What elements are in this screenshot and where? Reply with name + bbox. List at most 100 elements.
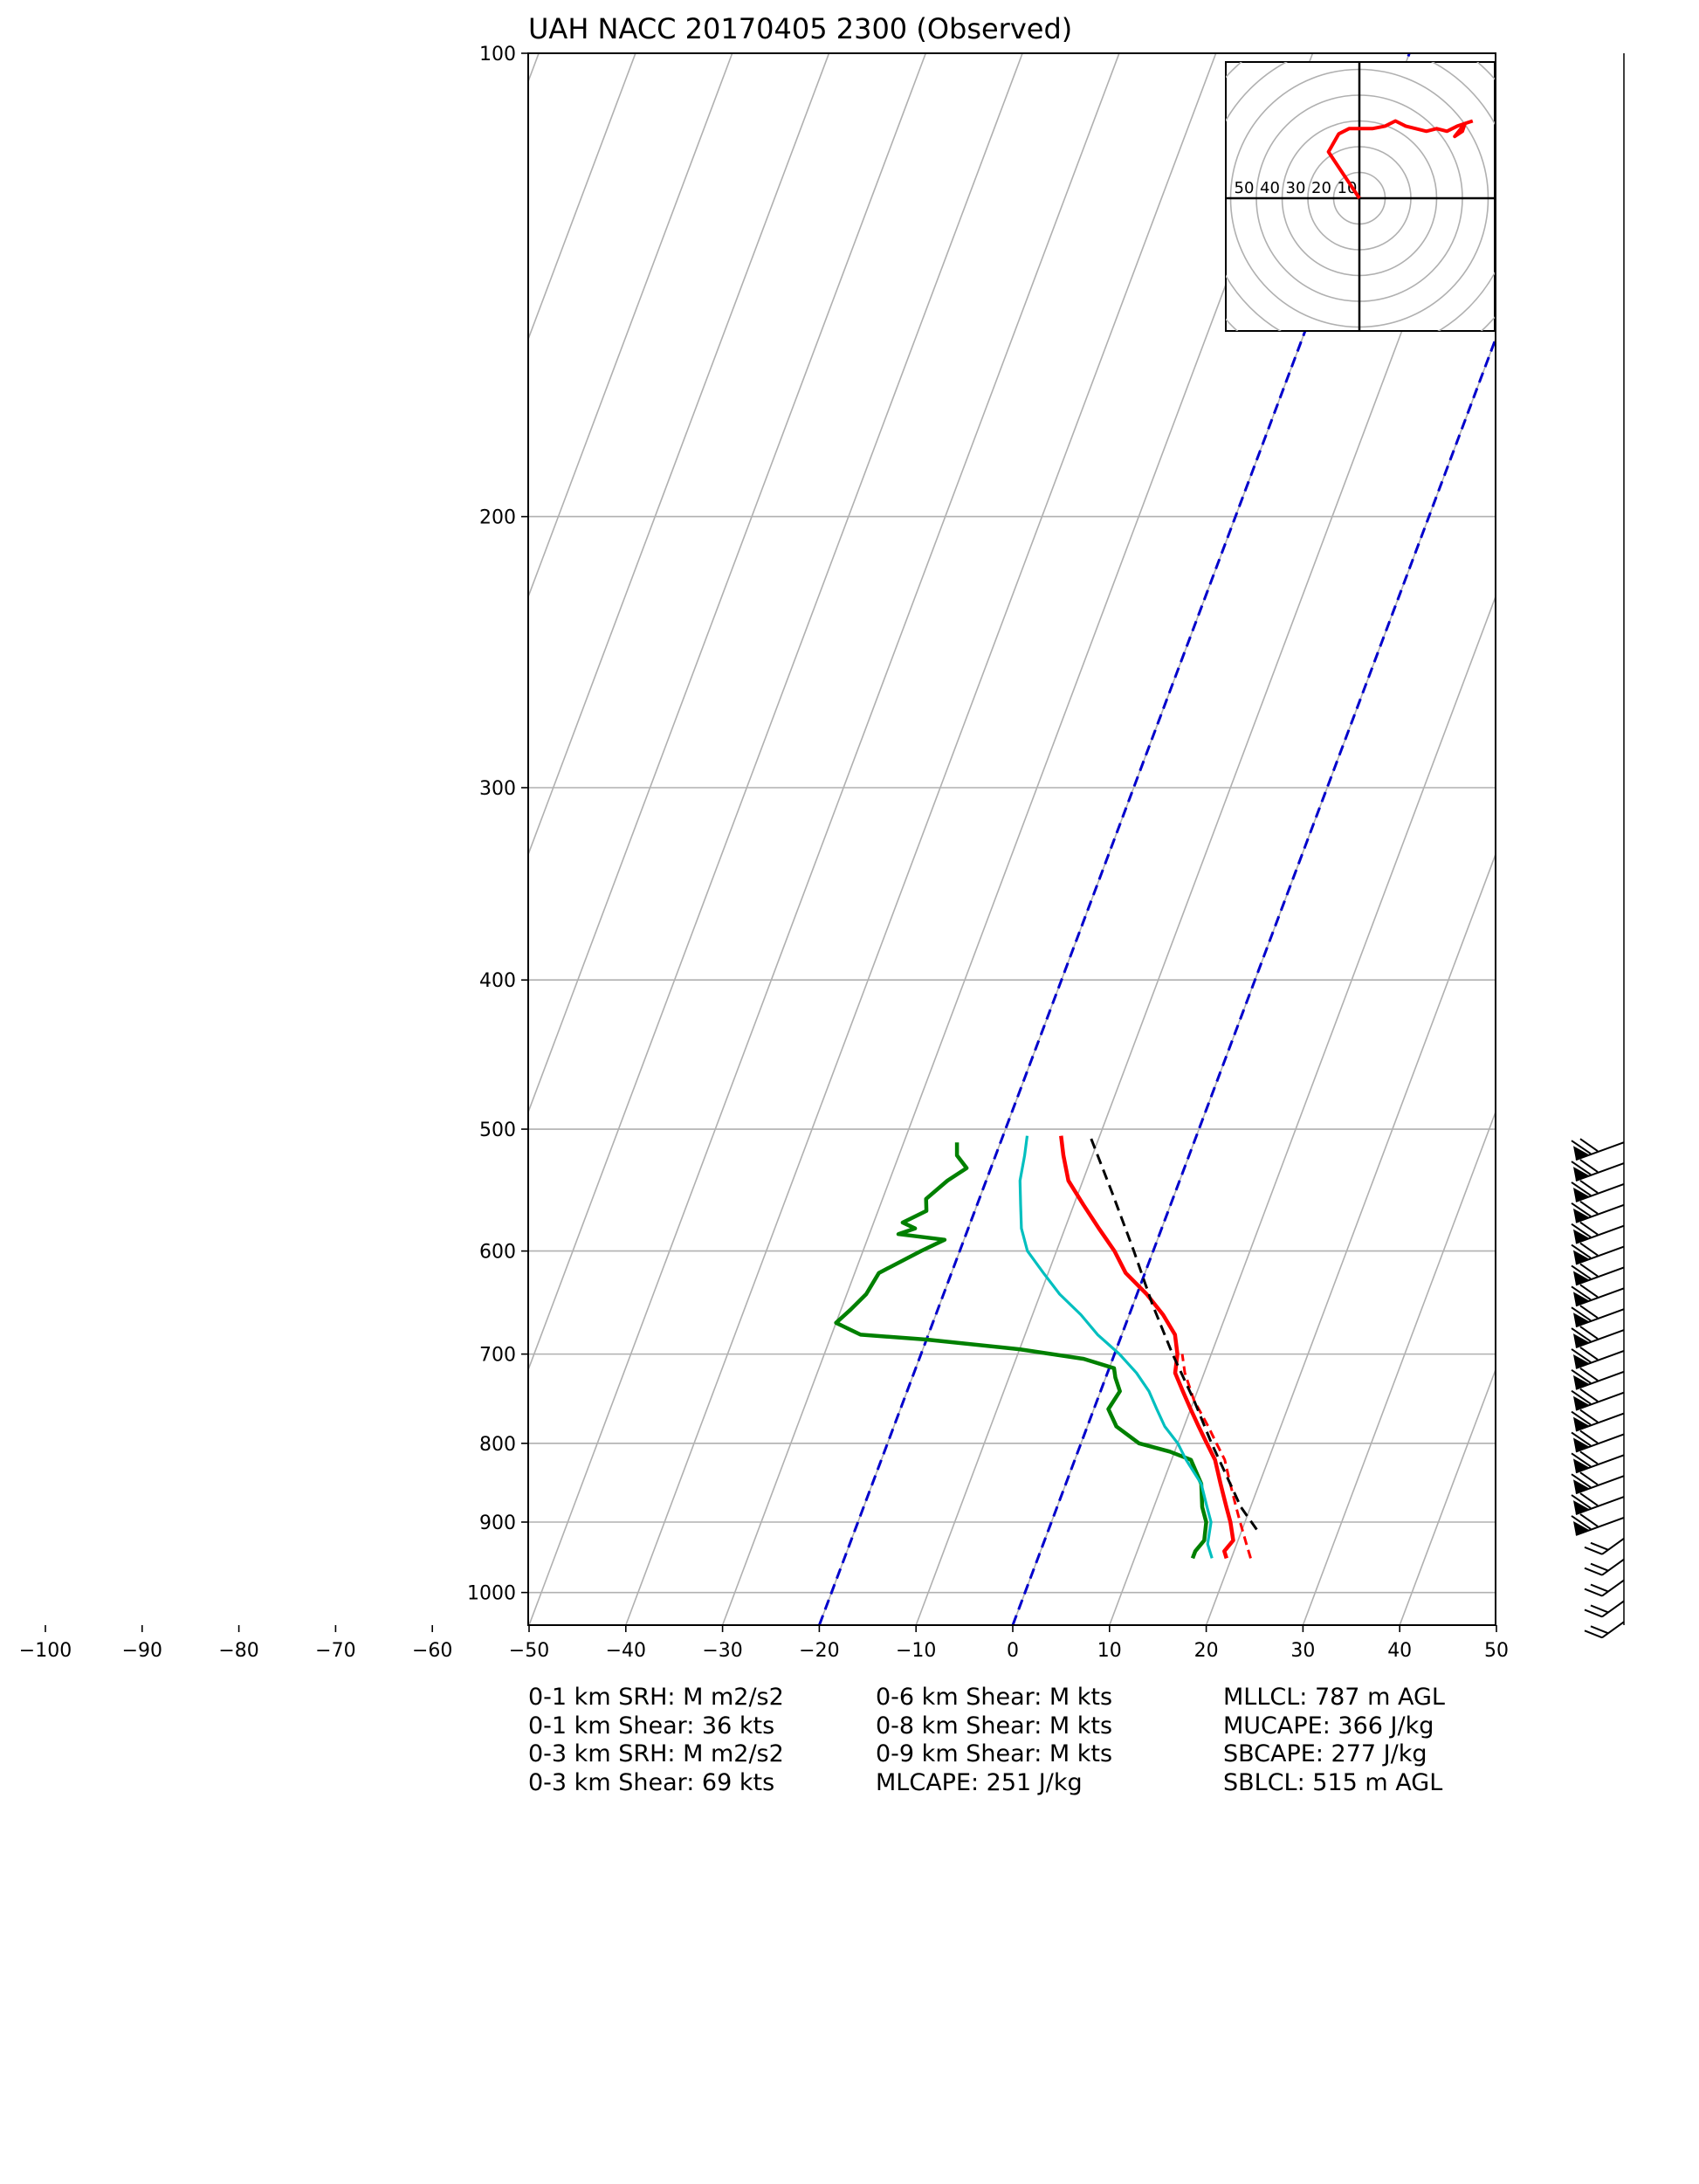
wind-barb xyxy=(1571,1159,1625,1182)
x-tick-label--40: −40 xyxy=(606,1640,646,1662)
x-tick-label--20: −20 xyxy=(799,1640,839,1662)
isotherm--50 xyxy=(528,53,1120,1625)
series-temperature xyxy=(1059,1135,1235,1560)
wind-barb xyxy=(1571,1409,1625,1432)
stats-column-3: MLLCL: 787 m AGL MUCAPE: 366 J/kg SBCAPE… xyxy=(1223,1684,1445,1797)
shear-0-1km: 0-1 km Shear: 36 kts xyxy=(528,1712,775,1740)
wind-barb xyxy=(1571,1284,1625,1307)
grid-layer xyxy=(0,53,1699,1625)
series-wet-bulb xyxy=(1018,1135,1214,1559)
mlcape: MLCAPE: 251 J/kg xyxy=(876,1768,1083,1796)
mllcl: MLLCL: 787 m AGL xyxy=(1223,1684,1445,1711)
wind-barb xyxy=(1571,1388,1625,1411)
srh-0-1km: 0-1 km SRH: M m2/s2 xyxy=(528,1684,784,1711)
x-tick-label--50: −50 xyxy=(509,1640,549,1662)
y-tick-label-200: 200 xyxy=(479,507,516,529)
isotherm--30 xyxy=(721,53,1314,1625)
wind-barb xyxy=(1571,1242,1625,1265)
x-tick-label-30: 30 xyxy=(1290,1640,1315,1662)
x-tick-label--10: −10 xyxy=(896,1640,936,1662)
srh-0-3km: 0-3 km SRH: M m2/s2 xyxy=(528,1740,784,1767)
sblcl: SBLCL: 515 m AGL xyxy=(1223,1768,1443,1796)
shear-0-8km: 0-8 km Shear: M kts xyxy=(876,1712,1113,1740)
y-tick-label-400: 400 xyxy=(479,970,516,992)
isotherm-20 xyxy=(1205,852,1496,1625)
isotherm--120 xyxy=(0,53,442,1625)
x-tick-label--100: −100 xyxy=(19,1640,72,1662)
isotherm--90 xyxy=(528,53,733,599)
wind-barbs xyxy=(1571,53,1625,1639)
shear-0-9km: 0-9 km Shear: M kts xyxy=(876,1740,1113,1767)
isotherm--110 xyxy=(528,53,540,84)
wind-barb xyxy=(1584,1558,1625,1576)
wind-barb xyxy=(1571,1368,1625,1390)
stats-column-1: 0-1 km SRH: M m2/s2 0-1 km Shear: 36 kts… xyxy=(528,1684,784,1797)
isotherm-60 xyxy=(1593,53,1699,1625)
isotherm--70 xyxy=(528,53,927,1114)
mucape: MUCAPE: 366 J/kg xyxy=(1223,1712,1434,1740)
isotherm--100 xyxy=(528,53,636,341)
wind-barb xyxy=(1571,1492,1625,1516)
isotherm--150 xyxy=(0,53,152,1625)
hodograph-inset: 50 40 30 20 10 xyxy=(1225,61,1496,332)
x-tick-label--90: −90 xyxy=(122,1640,162,1662)
isotherm-50 xyxy=(1496,53,1699,1625)
wind-barb xyxy=(1571,1471,1625,1495)
isotherm--130 xyxy=(0,53,346,1625)
wind-barb xyxy=(1571,1221,1625,1244)
x-tick-label-40: 40 xyxy=(1387,1640,1412,1662)
x-tick-label--60: −60 xyxy=(412,1640,452,1662)
wind-barb xyxy=(1571,1180,1625,1202)
wind-barb xyxy=(1584,1538,1625,1555)
wind-barb xyxy=(1571,1347,1625,1369)
y-tick-label-900: 900 xyxy=(479,1512,516,1534)
stats-column-2: 0-6 km Shear: M kts 0-8 km Shear: M kts … xyxy=(876,1684,1112,1797)
series-temperature-secondary xyxy=(1180,1354,1252,1559)
wind-barb xyxy=(1571,1138,1625,1161)
wind-barb xyxy=(1571,1513,1625,1536)
isotherm--40 xyxy=(625,53,1217,1625)
chart-title: UAH NACC 20170405 2300 (Observed) xyxy=(528,12,1072,45)
wind-barb xyxy=(1571,1450,1625,1474)
series-parcel xyxy=(1089,1135,1258,1531)
isotherm-10 xyxy=(1109,595,1496,1625)
isotherm--80 xyxy=(528,53,830,857)
shear-0-3km: 0-3 km Shear: 69 kts xyxy=(528,1768,775,1796)
y-tick-label-100: 100 xyxy=(479,44,516,65)
plot-frame xyxy=(527,52,1496,1626)
wind-barb xyxy=(1571,1326,1625,1349)
x-tick-label-10: 10 xyxy=(1097,1640,1122,1662)
hodograph-ring-label-20: 20 xyxy=(1311,179,1331,197)
sbcape: SBCAPE: 277 J/kg xyxy=(1223,1740,1427,1767)
wind-barb xyxy=(1584,1621,1625,1639)
series-dewpoint xyxy=(834,1142,1208,1560)
series-layer xyxy=(834,1135,1258,1560)
isotherm-30 xyxy=(1302,1110,1496,1625)
wind-barb xyxy=(1571,1263,1625,1286)
y-tick-label-300: 300 xyxy=(479,778,516,800)
isotherm--140 xyxy=(0,53,249,1625)
y-tick-label-700: 700 xyxy=(479,1345,516,1367)
hodograph-ring-label-30: 30 xyxy=(1286,179,1306,197)
hodograph-trace xyxy=(1326,119,1474,200)
x-tick-label-0: 0 xyxy=(1007,1640,1019,1662)
hodograph-ring-label-40: 40 xyxy=(1260,179,1280,197)
shear-0-6km: 0-6 km Shear: M kts xyxy=(876,1684,1113,1711)
wind-barb xyxy=(1571,1201,1625,1223)
hodograph-ring-label-50: 50 xyxy=(1235,179,1255,197)
y-tick-label-600: 600 xyxy=(479,1242,516,1264)
isotherm-highlight-0 xyxy=(1011,335,1496,1625)
x-tick-label-50: 50 xyxy=(1484,1640,1509,1662)
x-tick-label-20: 20 xyxy=(1194,1640,1219,1662)
wind-barb xyxy=(1571,1430,1625,1453)
wind-barb xyxy=(1571,1305,1625,1328)
y-tick-label-500: 500 xyxy=(479,1120,516,1141)
wind-barb xyxy=(1584,1600,1625,1618)
y-tick-label-800: 800 xyxy=(479,1434,516,1456)
x-tick-label--70: −70 xyxy=(315,1640,355,1662)
x-tick-label--80: −80 xyxy=(218,1640,258,1662)
hodograph-ring-label-10: 10 xyxy=(1338,179,1358,197)
y-tick-label-1000: 1000 xyxy=(467,1583,516,1605)
